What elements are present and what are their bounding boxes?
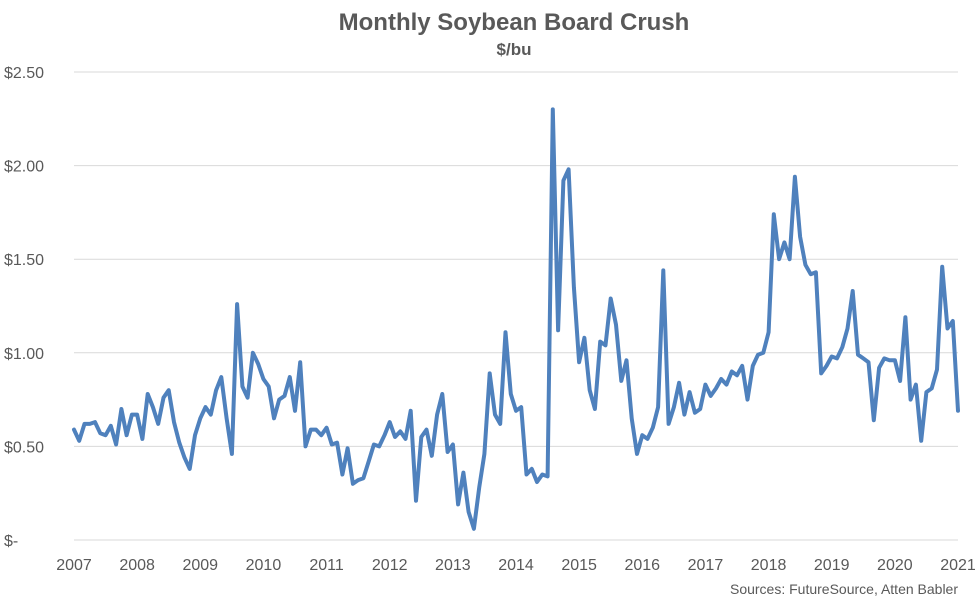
- x-tick-label: 2014: [498, 557, 534, 574]
- x-tick-label: 2010: [246, 557, 282, 574]
- x-tick-label: 2011: [309, 557, 344, 574]
- y-axis-tick-labels: $- $0.50 $1.00 $1.50 $2.00 $2.50: [4, 65, 44, 550]
- x-tick-label: 2007: [56, 557, 92, 574]
- y-tick-label: $1.00: [4, 346, 44, 363]
- y-tick-label: $2.50: [4, 65, 44, 82]
- y-tick-label: $2.00: [4, 159, 44, 176]
- x-tick-label: 2012: [372, 557, 408, 574]
- x-tick-label: 2017: [688, 557, 724, 574]
- x-tick-label: 2020: [877, 557, 913, 574]
- y-tick-label: $-: [4, 533, 18, 550]
- x-axis-tick-labels: 2007 2008 2009 2010 2011 2012 2013 2014 2015 2016…: [56, 557, 975, 574]
- gridlines: [74, 71, 958, 541]
- x-tick-label: 2021: [940, 557, 975, 574]
- y-tick-label: $0.50: [4, 439, 44, 456]
- x-tick-label: 2013: [435, 557, 471, 574]
- series-line: [72, 107, 960, 531]
- x-tick-label: 2018: [751, 557, 787, 574]
- y-tick-label: $1.50: [4, 252, 44, 269]
- chart-title: Monthly Soybean Board Crush: [339, 9, 690, 36]
- x-tick-label: 2008: [119, 557, 155, 574]
- chart-subtitle: $/bu: [497, 40, 532, 59]
- x-tick-label: 2009: [182, 557, 218, 574]
- x-tick-label: 2015: [561, 557, 597, 574]
- series-layer: [72, 107, 960, 531]
- x-tick-label: 2016: [624, 557, 660, 574]
- x-tick-label: 2019: [814, 557, 850, 574]
- source-note: Sources: FutureSource, Atten Babler: [730, 581, 958, 597]
